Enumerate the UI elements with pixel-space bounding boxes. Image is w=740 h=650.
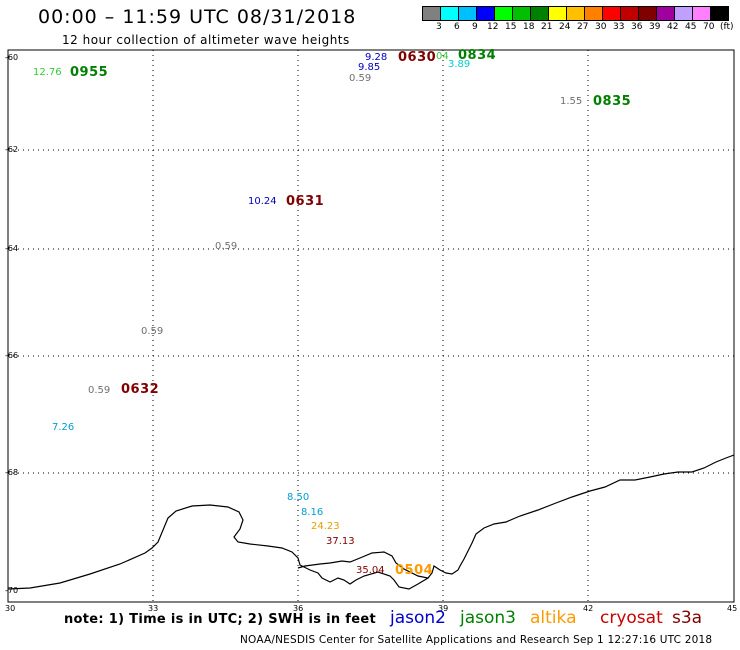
lon-label: 39 — [438, 604, 449, 613]
swh-observation: 3.89 — [448, 59, 471, 70]
pass-time: 0630 — [398, 50, 437, 65]
swh-observation: 9.28 — [365, 52, 388, 63]
swh-observation: 8.16 — [301, 507, 324, 518]
legend-swatch — [602, 6, 621, 21]
swh-observation: 0.59 — [88, 385, 111, 396]
legend-label: 39 — [649, 22, 661, 32]
page-subtitle: 12 hour collection of altimeter wave hei… — [62, 33, 350, 47]
footer-credit: NOAA/NESDIS Center for Satellite Applica… — [240, 634, 713, 646]
coastline — [7, 454, 735, 590]
swh-observation: 1.55 — [560, 96, 583, 107]
swh-observation: 24.23 — [311, 521, 340, 532]
lon-label: 33 — [148, 604, 159, 613]
lat-label: -66 — [5, 351, 19, 360]
lon-label: 36 — [293, 604, 304, 613]
legend-swatch — [584, 6, 603, 21]
legend-label: 30 — [595, 22, 607, 32]
legend-swatch — [548, 6, 567, 21]
graticule — [8, 50, 734, 602]
legend-swatch — [638, 6, 657, 21]
pass-time: 0504 — [395, 563, 434, 578]
legend-swatch — [494, 6, 513, 21]
legend-label: 24 — [559, 22, 571, 32]
swh-observation: 9.85 — [358, 62, 381, 73]
swh-observation: 8.50 — [287, 492, 310, 503]
swh-observation: 10.24 — [248, 196, 277, 207]
legend-swatch — [512, 6, 531, 21]
legend-label: 36 — [631, 22, 643, 32]
legend-swatch — [530, 6, 549, 21]
legend-label: 15 — [505, 22, 517, 32]
legend-swatch — [656, 6, 675, 21]
legend-swatch — [458, 6, 477, 21]
legend-swatch — [710, 6, 729, 21]
legend-label: 33 — [613, 22, 625, 32]
legend-label: 42 — [667, 22, 679, 32]
legend-label: 45 — [685, 22, 697, 32]
pass-time: 0955 — [70, 65, 109, 80]
lat-label: -70 — [5, 586, 19, 595]
legend-swatch — [422, 6, 441, 21]
mission-cryosat: cryosat — [600, 608, 663, 628]
mission-altika: altika — [530, 608, 577, 628]
lat-label: -64 — [5, 244, 19, 253]
legend-label: 27 — [577, 22, 589, 32]
lon-label: 30 — [5, 604, 16, 613]
legend-unit: (ft) — [720, 22, 734, 32]
legend-swatch — [476, 6, 495, 21]
swh-observation: 37.13 — [326, 536, 355, 547]
legend-label: 21 — [541, 22, 553, 32]
legend-swatch — [440, 6, 459, 21]
legend-label: 12 — [487, 22, 499, 32]
legend-label: 6 — [454, 22, 460, 32]
swh-observation: 0.59 — [141, 326, 164, 337]
legend-label: 9 — [472, 22, 478, 32]
pass-time: 0631 — [286, 194, 325, 209]
lat-label: -68 — [5, 468, 19, 477]
lon-label: 45 — [727, 604, 738, 613]
swh-observation: 0.59 — [215, 241, 238, 252]
legend-swatch — [566, 6, 585, 21]
legend-swatch — [674, 6, 693, 21]
map-border — [7, 49, 735, 603]
pass-time: 0835 — [593, 94, 632, 109]
mission-jason2: jason2 — [390, 608, 446, 628]
legend-label: 18 — [523, 22, 535, 32]
note-text: note: 1) Time is in UTC; 2) SWH is in fe… — [64, 612, 376, 627]
swh-observation: 12.76 — [33, 67, 62, 78]
mission-jason3: jason3 — [460, 608, 516, 628]
swh-observation: 04 — [436, 51, 449, 62]
legend-label: 70 — [703, 22, 715, 32]
legend-swatch — [620, 6, 639, 21]
lat-label: -60 — [5, 53, 19, 62]
swh-observation: 35.04 — [356, 565, 385, 576]
legend-swatch — [692, 6, 711, 21]
swh-observation: 0.59 — [349, 73, 372, 84]
pass-time: 0632 — [121, 382, 160, 397]
page-title: 00:00 – 11:59 UTC 08/31/2018 — [38, 6, 357, 28]
color-legend — [422, 6, 729, 21]
swh-observation: 7.26 — [52, 422, 75, 433]
lon-label: 42 — [583, 604, 594, 613]
mission-s3a: s3a — [672, 608, 703, 628]
pass-time: 0834 — [458, 48, 497, 63]
lat-label: -62 — [5, 145, 19, 154]
legend-label: 3 — [436, 22, 442, 32]
